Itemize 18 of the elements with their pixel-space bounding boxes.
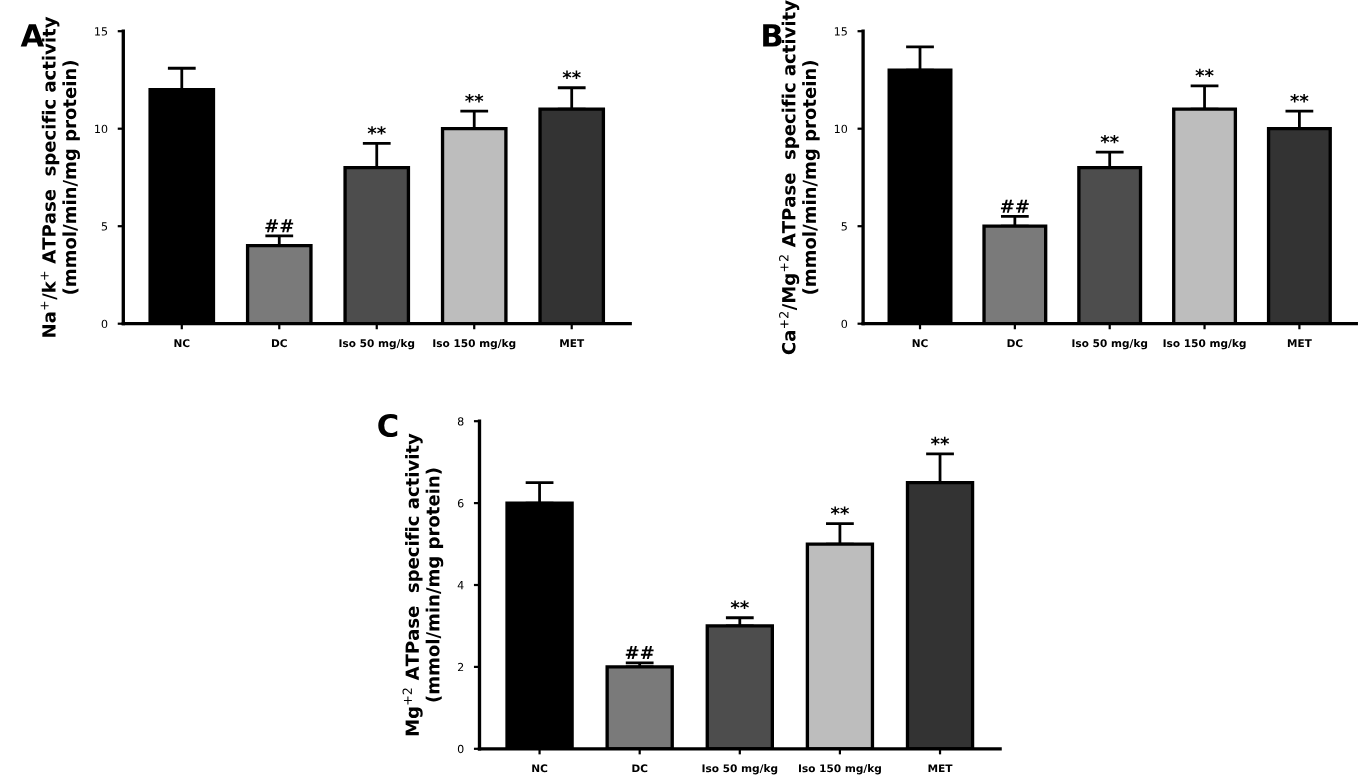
chart-title: B	[763, 24, 782, 47]
y-axis-title: Mg$^{+2}$ ATPase specific activity (mmol/min/mg protein)	[402, 433, 444, 736]
annotation: **	[1195, 68, 1214, 78]
annotation: **	[830, 506, 849, 515]
annotation: **	[1100, 134, 1119, 144]
chart-title: C	[378, 413, 398, 438]
annotation: ##	[1000, 199, 1029, 213]
annotation: ##	[265, 219, 294, 233]
annotation: **	[730, 600, 749, 609]
annotation: **	[367, 126, 386, 135]
y-axis-title: Ca$^{+2}$/Mg$^{+2}$ ATPase specific activity (mmol/min/mg protein)	[779, 0, 820, 355]
annotation: **	[1290, 93, 1309, 103]
chart-title: A	[20, 24, 45, 47]
annotation: **	[930, 436, 950, 446]
annotation: **	[562, 70, 581, 79]
y-axis-title: Na$^{+}$/k$^{+}$ ATPase specific activity (mmol/min/mg protein)	[40, 16, 80, 337]
annotation: ##	[625, 646, 654, 660]
annotation: **	[465, 93, 484, 103]
